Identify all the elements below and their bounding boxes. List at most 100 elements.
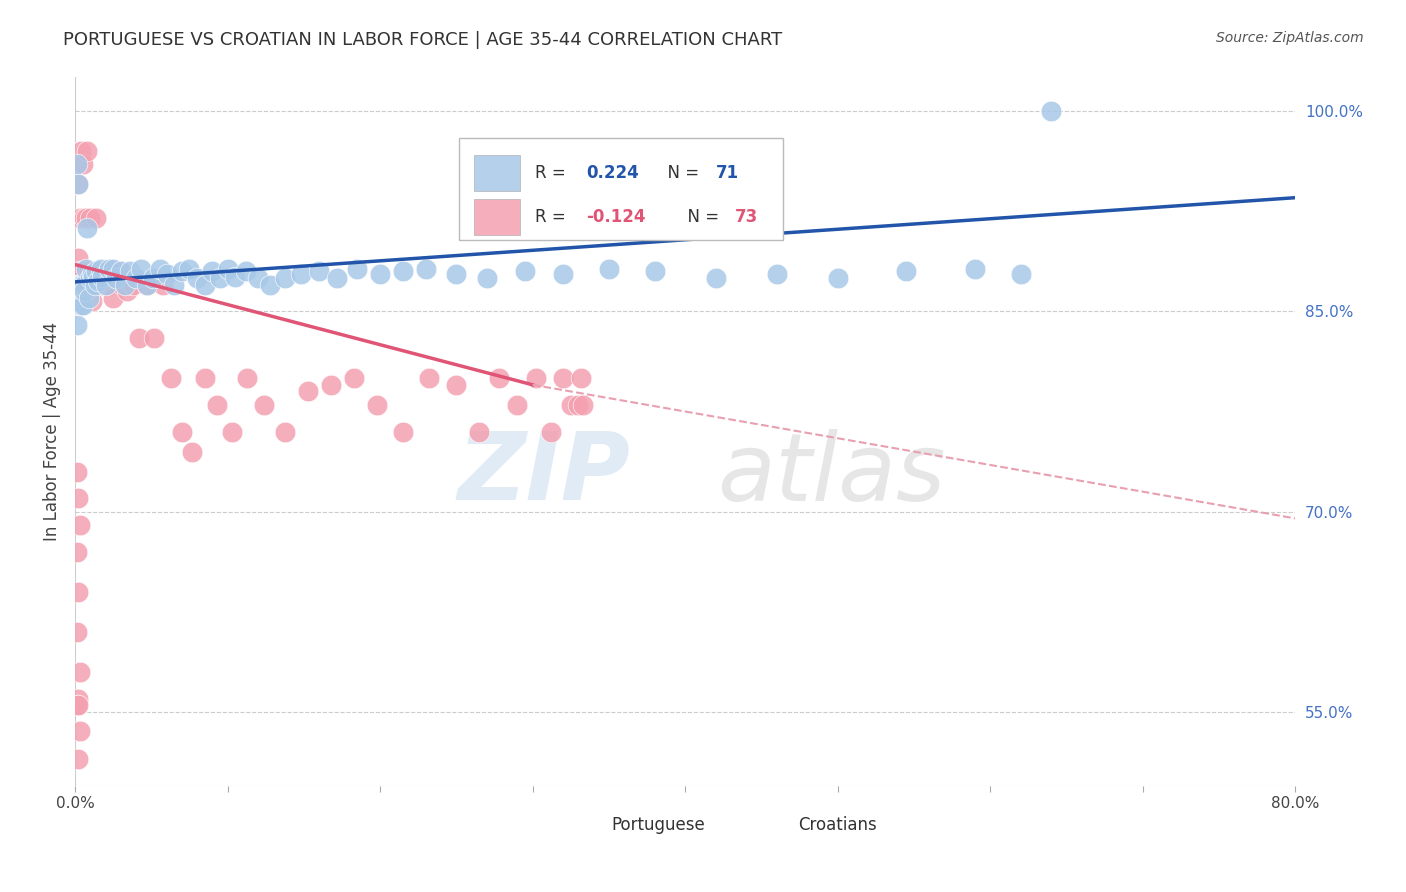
Point <box>308 264 330 278</box>
Point <box>253 398 276 412</box>
Point <box>236 371 259 385</box>
FancyBboxPatch shape <box>554 811 600 838</box>
Point <box>274 271 297 285</box>
Point <box>827 271 849 285</box>
Point <box>69 297 91 311</box>
Point <box>76 144 98 158</box>
Point <box>194 277 217 292</box>
Point <box>572 398 595 412</box>
Point <box>125 271 148 285</box>
Point <box>76 221 98 235</box>
Point <box>274 425 297 439</box>
Point <box>70 144 93 158</box>
Text: 0.224: 0.224 <box>586 164 638 182</box>
Point <box>290 267 312 281</box>
Point <box>343 371 366 385</box>
Point <box>86 264 108 278</box>
Point <box>107 264 129 278</box>
Point <box>896 264 918 278</box>
Point <box>80 293 103 308</box>
Point <box>446 377 468 392</box>
Point <box>115 284 138 298</box>
Point <box>135 277 157 292</box>
Point <box>65 698 87 713</box>
Point <box>79 211 101 225</box>
Point <box>418 371 440 385</box>
Point <box>79 271 101 285</box>
Text: Source: ZipAtlas.com: Source: ZipAtlas.com <box>1216 31 1364 45</box>
Point <box>366 398 388 412</box>
Point <box>297 384 319 399</box>
Point <box>392 425 415 439</box>
Point <box>94 277 117 292</box>
Point <box>1010 267 1032 281</box>
Point <box>644 264 666 278</box>
Point <box>506 398 529 412</box>
Point <box>70 297 93 311</box>
Point <box>540 425 562 439</box>
Point <box>67 277 90 292</box>
Point <box>67 178 90 192</box>
Point <box>205 398 228 412</box>
Point <box>142 271 165 285</box>
Text: N =: N = <box>676 208 724 226</box>
Point <box>524 371 547 385</box>
Point <box>86 211 108 225</box>
Point <box>1040 103 1063 118</box>
Point <box>89 264 111 278</box>
Text: N =: N = <box>657 164 704 182</box>
FancyBboxPatch shape <box>460 137 783 240</box>
Point <box>321 377 343 392</box>
Point <box>143 331 166 345</box>
Point <box>569 371 592 385</box>
Point <box>69 284 91 298</box>
Point <box>97 277 120 292</box>
Point <box>551 371 574 385</box>
Point <box>513 264 536 278</box>
Point <box>765 267 787 281</box>
Point <box>67 277 90 292</box>
Point <box>65 545 87 559</box>
Point <box>247 271 270 285</box>
Point <box>69 723 91 738</box>
Point <box>80 267 103 281</box>
Point <box>65 624 87 639</box>
Point <box>105 271 128 285</box>
Text: 71: 71 <box>716 164 738 182</box>
Point <box>69 264 91 278</box>
Point <box>72 277 94 292</box>
Point <box>101 261 124 276</box>
Point <box>963 261 986 276</box>
Point <box>70 264 93 278</box>
Text: PORTUGUESE VS CROATIAN IN LABOR FORCE | AGE 35-44 CORRELATION CHART: PORTUGUESE VS CROATIAN IN LABOR FORCE | … <box>63 31 783 49</box>
Point <box>468 425 491 439</box>
Point <box>67 698 90 713</box>
Point <box>488 371 510 385</box>
Point <box>475 271 498 285</box>
Text: R =: R = <box>536 164 571 182</box>
Point <box>392 264 415 278</box>
Text: 73: 73 <box>735 208 758 226</box>
Point <box>90 261 112 276</box>
Text: atlas: atlas <box>717 428 946 519</box>
Point <box>73 284 96 298</box>
Point <box>155 267 177 281</box>
Point <box>91 277 114 292</box>
FancyBboxPatch shape <box>474 154 520 192</box>
Point <box>72 297 94 311</box>
Point <box>82 269 104 284</box>
Point <box>129 261 152 276</box>
Point <box>598 261 620 276</box>
Point <box>72 157 94 171</box>
Point <box>94 264 117 278</box>
Point <box>67 585 90 599</box>
Point <box>91 269 114 284</box>
Point <box>65 318 87 332</box>
FancyBboxPatch shape <box>740 811 786 838</box>
Point <box>152 277 174 292</box>
Point <box>77 264 100 278</box>
Point <box>446 267 468 281</box>
Point <box>135 277 157 292</box>
Point <box>128 331 150 345</box>
Point <box>65 157 87 171</box>
